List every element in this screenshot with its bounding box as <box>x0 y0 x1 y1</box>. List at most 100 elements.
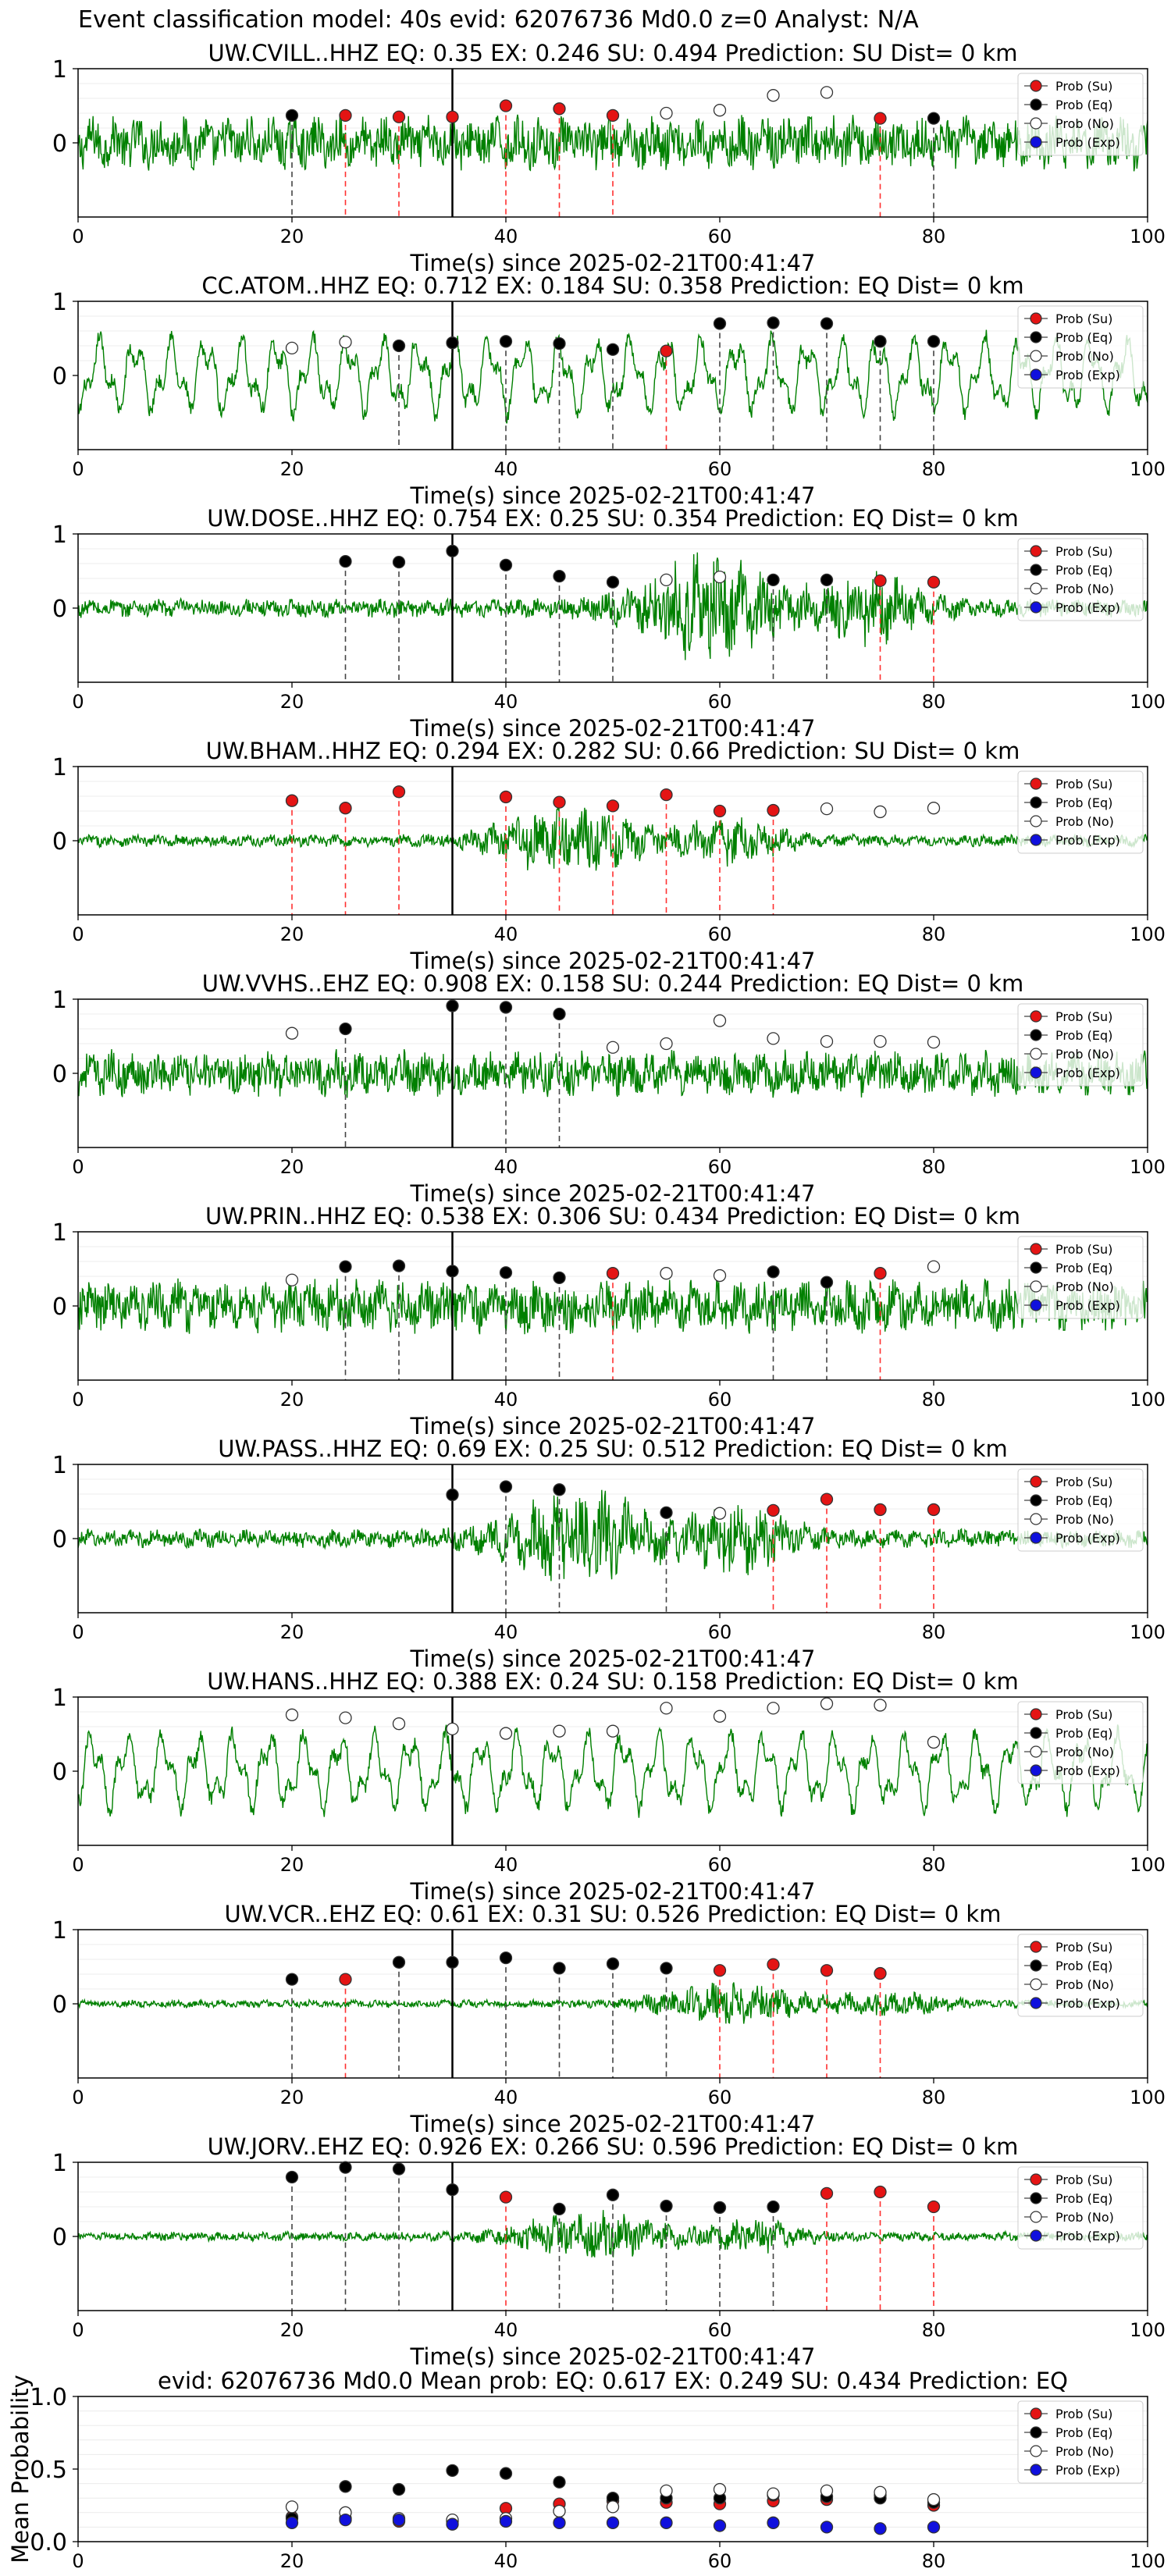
x-tick-label: 80 <box>922 1156 946 1178</box>
legend: Prob (Su) Prob (Eq) Prob (No) Prob (Exp) <box>1017 1701 1144 1784</box>
x-tick-label: 100 <box>1130 2550 1166 2572</box>
legend-label: Prob (Su) <box>1055 2172 1112 2187</box>
data-point-eq <box>446 1265 459 1278</box>
x-tick-label: 40 <box>494 2319 518 2341</box>
station-panel: UW.CVILL..HHZ EQ: 0.35 EX: 0.246 SU: 0.4… <box>52 40 1166 276</box>
x-tick-label: 20 <box>280 458 304 480</box>
panel-title: CC.ATOM..HHZ EQ: 0.712 EX: 0.184 SU: 0.3… <box>201 272 1023 299</box>
x-tick-label: 60 <box>708 2087 732 2108</box>
legend-marker-no <box>1030 815 1042 827</box>
legend-box <box>1017 1701 1144 1784</box>
data-point-su <box>927 1503 941 1517</box>
data-point-no <box>606 2500 620 2514</box>
station-panel: UW.DOSE..HHZ EQ: 0.754 EX: 0.25 SU: 0.35… <box>52 505 1166 742</box>
legend-marker-su <box>1030 545 1042 557</box>
waveform-trace <box>78 1048 1148 1098</box>
legend-label: Prob (No) <box>1055 1512 1114 1527</box>
legend-marker-exp <box>1030 1299 1042 1311</box>
legend-box <box>1017 73 1144 156</box>
x-tick-label: 0 <box>72 2550 84 2572</box>
x-tick-label: 100 <box>1130 458 1166 480</box>
data-point-eq <box>767 1265 780 1279</box>
legend: Prob (Su) Prob (Eq) Prob (No) Prob (Exp) <box>1017 2166 1144 2250</box>
x-tick-label: 20 <box>280 1156 304 1178</box>
data-point-su <box>606 109 620 123</box>
y-tick-label: 0 <box>52 2224 67 2251</box>
legend-marker-exp <box>1030 1764 1042 1777</box>
data-point-no <box>767 1702 780 1715</box>
x-tick-label: 100 <box>1130 226 1166 247</box>
data-point-exp <box>820 2521 834 2534</box>
legend-label: Prob (No) <box>1055 1279 1114 1294</box>
legend-label: Prob (Exp) <box>1055 1066 1120 1080</box>
data-point-su <box>392 785 406 799</box>
data-point-su <box>713 1964 727 1977</box>
y-tick-label: 1 <box>52 987 67 1014</box>
data-point-no <box>606 1724 620 1738</box>
legend-label: Prob (Su) <box>1055 777 1112 792</box>
legend-marker-no <box>1030 1745 1042 1758</box>
data-point-eq <box>499 1001 513 1014</box>
y-tick-label: 0 <box>52 1526 67 1553</box>
data-point-su <box>606 1267 620 1280</box>
data-point-su <box>499 790 513 804</box>
data-point-eq <box>553 1007 566 1021</box>
data-point-su <box>660 788 673 802</box>
waveform-trace <box>78 1724 1148 1818</box>
data-point-eq <box>553 570 566 583</box>
x-tick-label: 40 <box>494 1156 518 1178</box>
legend-label: Prob (Eq) <box>1055 1493 1112 1508</box>
x-tick-label: 80 <box>922 1389 946 1411</box>
panel-title: UW.JORV..EHZ EQ: 0.926 EX: 0.266 SU: 0.5… <box>208 2133 1019 2160</box>
data-point-eq <box>446 2464 459 2478</box>
x-axis-label: Time(s) since 2025-02-21T00:41:47 <box>410 2111 816 2137</box>
plot-area <box>78 1697 1148 1845</box>
station-panel: UW.JORV..EHZ EQ: 0.926 EX: 0.266 SU: 0.5… <box>52 2133 1166 2370</box>
x-tick-label: 80 <box>922 1621 946 1643</box>
data-point-no <box>285 1026 299 1040</box>
panel-title: UW.PRIN..HHZ EQ: 0.538 EX: 0.306 SU: 0.4… <box>205 1203 1020 1229</box>
y-tick-label: 0 <box>52 363 67 390</box>
plot-area <box>78 534 1148 682</box>
legend-marker-eq <box>1030 1261 1042 1274</box>
data-point-eq <box>820 317 834 330</box>
x-tick-label: 40 <box>494 226 518 247</box>
x-tick-label: 20 <box>280 1389 304 1411</box>
data-point-eq <box>446 1488 459 1502</box>
data-point-su <box>339 109 352 123</box>
data-point-exp <box>874 2522 887 2535</box>
data-point-no <box>927 1260 941 1273</box>
data-point-no <box>339 1711 352 1724</box>
x-tick-label: 20 <box>280 2087 304 2108</box>
data-point-eq <box>606 575 620 589</box>
data-point-eq <box>553 336 566 350</box>
legend-label: Prob (No) <box>1055 116 1114 131</box>
station-panel: CC.ATOM..HHZ EQ: 0.712 EX: 0.184 SU: 0.3… <box>52 272 1166 509</box>
panel-title: UW.HANS..HHZ EQ: 0.388 EX: 0.24 SU: 0.15… <box>207 1668 1018 1695</box>
x-tick-label: 0 <box>72 1156 84 1178</box>
data-point-eq <box>499 1480 513 1493</box>
x-tick-label: 100 <box>1130 1389 1166 1411</box>
data-point-su <box>874 574 887 587</box>
x-axis-label: Time(s) since 2025-02-21T00:41:47 <box>410 1413 816 1439</box>
legend-label: Prob (Su) <box>1055 1475 1112 1489</box>
x-tick-label: 0 <box>72 2319 84 2341</box>
data-point-su <box>927 575 941 589</box>
legend-label: Prob (Exp) <box>1055 1996 1120 2011</box>
legend-label: Prob (Eq) <box>1055 330 1112 345</box>
data-point-su <box>927 2200 941 2214</box>
data-point-no <box>660 1037 673 1051</box>
x-axis-label: Time(s) since 2025-02-21T00:41:47 <box>410 1646 816 1672</box>
legend-marker-su <box>1030 1941 1042 1953</box>
data-point-su <box>339 802 352 815</box>
x-tick-label: 20 <box>280 2550 304 2572</box>
x-axis-label: Time(s) since 2025-02-21T00:41:47 <box>410 1180 816 1207</box>
plot-area <box>78 69 1148 217</box>
data-point-eq <box>927 335 941 348</box>
x-tick-label: 60 <box>708 226 732 247</box>
legend-marker-no <box>1030 1280 1042 1293</box>
data-point-exp <box>713 2519 727 2532</box>
data-point-eq <box>767 573 780 587</box>
x-tick-label: 40 <box>494 923 518 945</box>
legend-marker-su <box>1030 1708 1042 1720</box>
